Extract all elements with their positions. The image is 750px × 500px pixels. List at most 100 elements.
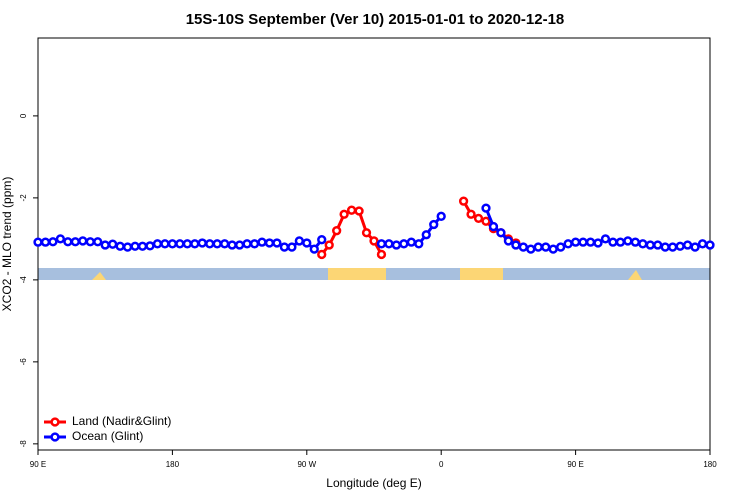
point bbox=[690, 242, 700, 252]
point bbox=[578, 237, 588, 247]
point bbox=[85, 237, 95, 247]
point bbox=[414, 239, 424, 249]
point bbox=[354, 206, 364, 216]
x-tick-label: 90 E bbox=[567, 460, 583, 469]
point bbox=[436, 211, 446, 221]
point bbox=[93, 237, 103, 247]
point bbox=[466, 209, 476, 219]
point bbox=[705, 240, 715, 250]
x-tick-label: 0 bbox=[439, 460, 444, 469]
point bbox=[332, 226, 342, 236]
point bbox=[115, 241, 125, 251]
point bbox=[287, 242, 297, 252]
point bbox=[391, 240, 402, 250]
point bbox=[593, 238, 603, 248]
point bbox=[361, 228, 372, 238]
point bbox=[653, 240, 663, 250]
land-strip bbox=[328, 268, 386, 280]
point bbox=[638, 239, 648, 249]
point bbox=[548, 244, 558, 254]
point bbox=[541, 242, 551, 252]
y-tick-label: -2 bbox=[19, 194, 28, 202]
point bbox=[175, 239, 185, 249]
point bbox=[63, 237, 73, 247]
point bbox=[197, 238, 207, 248]
point bbox=[473, 213, 484, 224]
point bbox=[376, 239, 387, 249]
point bbox=[630, 237, 640, 247]
point bbox=[615, 237, 626, 247]
point bbox=[137, 241, 148, 251]
chart-title: 15S-10S September (Ver 10) 2015-01-01 to… bbox=[186, 11, 565, 28]
point bbox=[317, 235, 327, 245]
x-axis-label: Longitude (deg E) bbox=[326, 476, 421, 490]
point bbox=[668, 242, 678, 252]
point bbox=[122, 242, 133, 252]
point bbox=[346, 205, 357, 215]
land-strip bbox=[92, 272, 106, 280]
point bbox=[585, 237, 596, 247]
point bbox=[205, 239, 215, 249]
point bbox=[145, 241, 155, 251]
point bbox=[78, 236, 88, 246]
point bbox=[55, 234, 66, 244]
point bbox=[324, 240, 334, 250]
point bbox=[40, 237, 51, 247]
point bbox=[518, 242, 528, 252]
point bbox=[130, 241, 140, 251]
point bbox=[600, 234, 611, 244]
point bbox=[481, 203, 491, 213]
point bbox=[645, 240, 655, 250]
legend-label: Land (Nadir&Glint) bbox=[72, 414, 171, 428]
x-tick-label: 90 W bbox=[297, 460, 316, 469]
point bbox=[279, 242, 290, 252]
point bbox=[190, 239, 200, 249]
point bbox=[496, 228, 506, 238]
point bbox=[108, 239, 118, 249]
point bbox=[675, 241, 685, 251]
point bbox=[384, 239, 394, 249]
point bbox=[257, 237, 267, 247]
point bbox=[399, 239, 409, 249]
point bbox=[526, 244, 536, 254]
point bbox=[429, 219, 439, 230]
land-strip bbox=[628, 270, 642, 280]
point bbox=[234, 240, 245, 250]
point bbox=[152, 239, 163, 249]
point bbox=[264, 238, 275, 248]
point bbox=[570, 237, 581, 247]
y-tick-label: 0 bbox=[19, 113, 28, 118]
point bbox=[212, 239, 222, 249]
point bbox=[369, 236, 379, 246]
land-ocean-strip bbox=[38, 268, 710, 280]
x-tick-label: 90 E bbox=[30, 460, 46, 469]
point bbox=[623, 236, 633, 246]
point bbox=[242, 239, 252, 249]
point bbox=[317, 249, 327, 260]
point bbox=[682, 240, 693, 250]
legend-marker bbox=[50, 432, 60, 442]
point bbox=[556, 242, 566, 252]
point bbox=[100, 240, 110, 250]
point bbox=[608, 237, 618, 247]
point bbox=[48, 237, 58, 247]
legend-marker bbox=[50, 417, 60, 427]
legend-label: Ocean (Glint) bbox=[72, 429, 143, 443]
x-tick-label: 180 bbox=[166, 460, 180, 469]
point bbox=[33, 237, 43, 247]
point bbox=[533, 242, 543, 252]
point bbox=[339, 209, 349, 219]
point bbox=[697, 239, 708, 249]
point bbox=[272, 238, 282, 248]
point bbox=[421, 230, 431, 240]
y-tick-label: -6 bbox=[19, 358, 28, 366]
point bbox=[376, 249, 387, 260]
point bbox=[70, 237, 80, 247]
point bbox=[511, 240, 521, 250]
point bbox=[488, 221, 499, 232]
point bbox=[563, 239, 573, 249]
land-strip bbox=[460, 268, 503, 280]
x-tick-label: 180 bbox=[703, 460, 717, 469]
point bbox=[458, 196, 469, 206]
